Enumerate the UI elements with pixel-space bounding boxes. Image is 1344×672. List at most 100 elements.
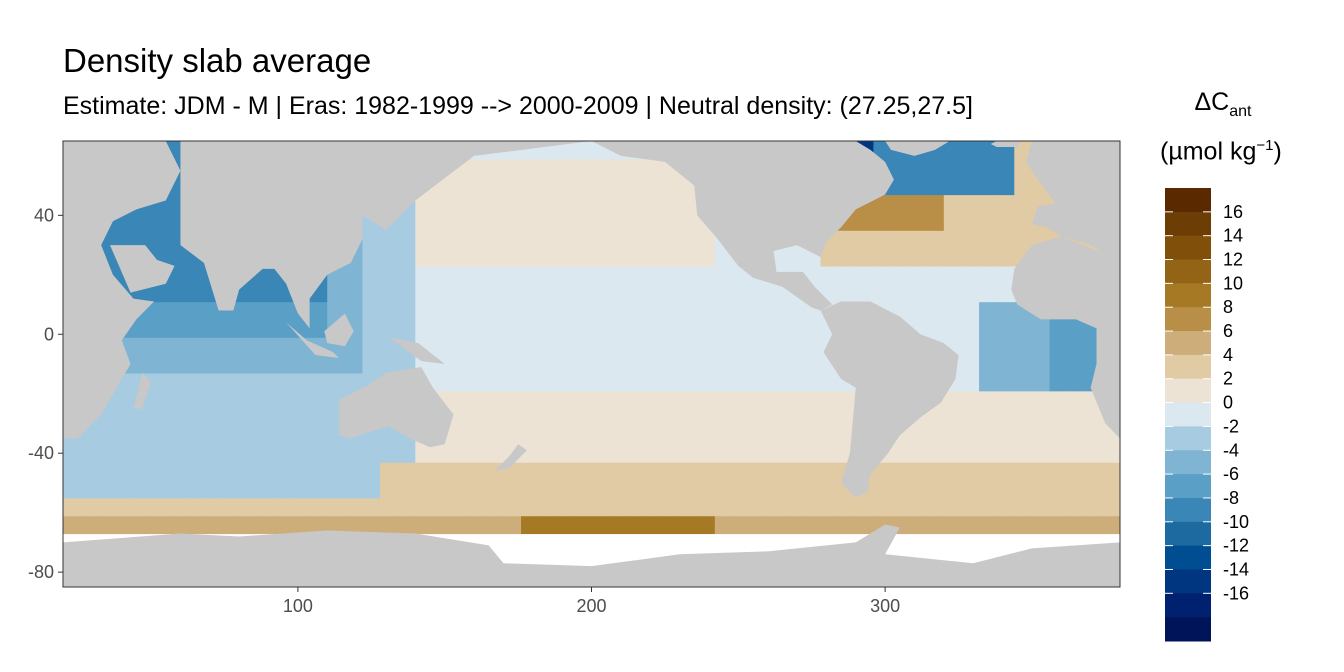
ocean-cell [926, 194, 945, 213]
ocean-cell [503, 158, 522, 178]
ocean-cell [802, 479, 822, 499]
legend-title: ΔCant [1194, 88, 1252, 120]
ocean-cell [591, 230, 610, 249]
ocean-cell [239, 283, 258, 303]
ocean-cell [996, 301, 1015, 320]
ocean-cell [1067, 426, 1086, 445]
ocean-cell [468, 462, 487, 481]
map-panel [63, 141, 1120, 587]
ocean-cell [344, 337, 364, 356]
ocean-cell [573, 194, 593, 213]
landmass-new-guinea [388, 337, 445, 364]
ocean-cell [485, 194, 505, 213]
ocean-cell [380, 248, 399, 267]
ocean-cell [626, 194, 645, 213]
ocean-cell [450, 444, 469, 463]
ocean-cell [115, 497, 135, 517]
ocean-cell [961, 248, 980, 267]
ocean-cell [943, 158, 963, 178]
ocean-cell [838, 248, 857, 267]
ocean-cell [292, 479, 311, 499]
ocean-cell [1067, 479, 1086, 499]
ocean-cell [591, 372, 610, 392]
ocean-cell [115, 444, 135, 463]
ocean-cell [432, 301, 452, 320]
ocean-cell [996, 337, 1015, 356]
ocean-cell [415, 194, 434, 213]
ocean-cell [415, 283, 434, 303]
legend-swatch [1165, 617, 1211, 642]
ocean-cell [432, 372, 452, 392]
ocean-cell [485, 265, 505, 285]
ocean-cell [151, 390, 170, 410]
ocean-cell [679, 355, 698, 374]
ocean-cell [767, 426, 786, 445]
ocean-cell [609, 355, 628, 374]
ocean-cell [996, 408, 1015, 428]
ocean-cell [450, 337, 469, 356]
ocean-cell [151, 515, 170, 535]
ocean-cell [802, 444, 822, 463]
ocean-cell [432, 337, 452, 356]
ocean-cell [961, 141, 980, 160]
ocean-cell [168, 319, 187, 338]
ocean-cell [926, 479, 945, 499]
ocean-cell [855, 248, 874, 267]
ocean-cell [521, 301, 540, 320]
ocean-cell [979, 515, 998, 535]
ocean-cell [239, 355, 258, 374]
legend-label: -14 [1223, 559, 1249, 579]
ocean-cell [256, 479, 275, 499]
ocean-cell [996, 444, 1015, 463]
ocean-cell [697, 515, 716, 535]
ocean-cell [1031, 533, 1051, 552]
ocean-cell [1014, 390, 1033, 410]
ocean-cell [327, 444, 346, 463]
ocean-cell [573, 141, 593, 160]
ocean-cell [133, 408, 152, 428]
ocean-cell [239, 408, 258, 428]
ocean-cell [609, 426, 628, 445]
ocean-cell [820, 408, 839, 428]
ocean-cell [80, 462, 99, 481]
legend-label: 6 [1223, 321, 1233, 341]
ocean-cell [380, 230, 399, 249]
ocean-cell [591, 265, 610, 285]
ocean-cell [362, 515, 381, 535]
ocean-cell [961, 462, 980, 481]
ocean-cell [644, 390, 663, 410]
ocean-cell [661, 497, 681, 517]
ocean-cell [943, 533, 963, 552]
ocean-cell [785, 515, 804, 535]
ocean-cell [80, 515, 99, 535]
ocean-cell [996, 319, 1015, 338]
ocean-cell [133, 497, 152, 517]
ocean-cell [186, 497, 205, 517]
ocean-cell [767, 301, 786, 320]
ocean-cell [538, 301, 557, 320]
ocean-cell [609, 283, 628, 303]
ocean-cell [503, 230, 522, 249]
ocean-cell [133, 212, 152, 231]
ocean-cell [802, 390, 822, 410]
landmass-africa-wrap [1011, 236, 1120, 439]
ocean-cell [714, 390, 734, 410]
ocean-cell [1067, 337, 1086, 356]
ocean-cell [521, 230, 540, 249]
chart-subtitle: Estimate: JDM - M | Eras: 1982-1999 --> … [63, 92, 973, 120]
legend-swatch [1165, 474, 1211, 499]
ocean-cell [1084, 462, 1103, 481]
ocean-cell [1084, 426, 1103, 445]
ocean-cell [802, 372, 822, 392]
ocean-cell [344, 372, 364, 392]
ocean-cell [327, 301, 346, 320]
ocean-cell [397, 462, 416, 481]
ocean-cell [344, 301, 364, 320]
ocean-cell [485, 515, 505, 535]
ocean-cell [961, 158, 980, 178]
ocean-cell [961, 372, 980, 392]
ocean-cell [538, 479, 557, 499]
ocean-cell [221, 426, 240, 445]
ocean-cell [750, 408, 769, 428]
ocean-cell [908, 515, 927, 535]
